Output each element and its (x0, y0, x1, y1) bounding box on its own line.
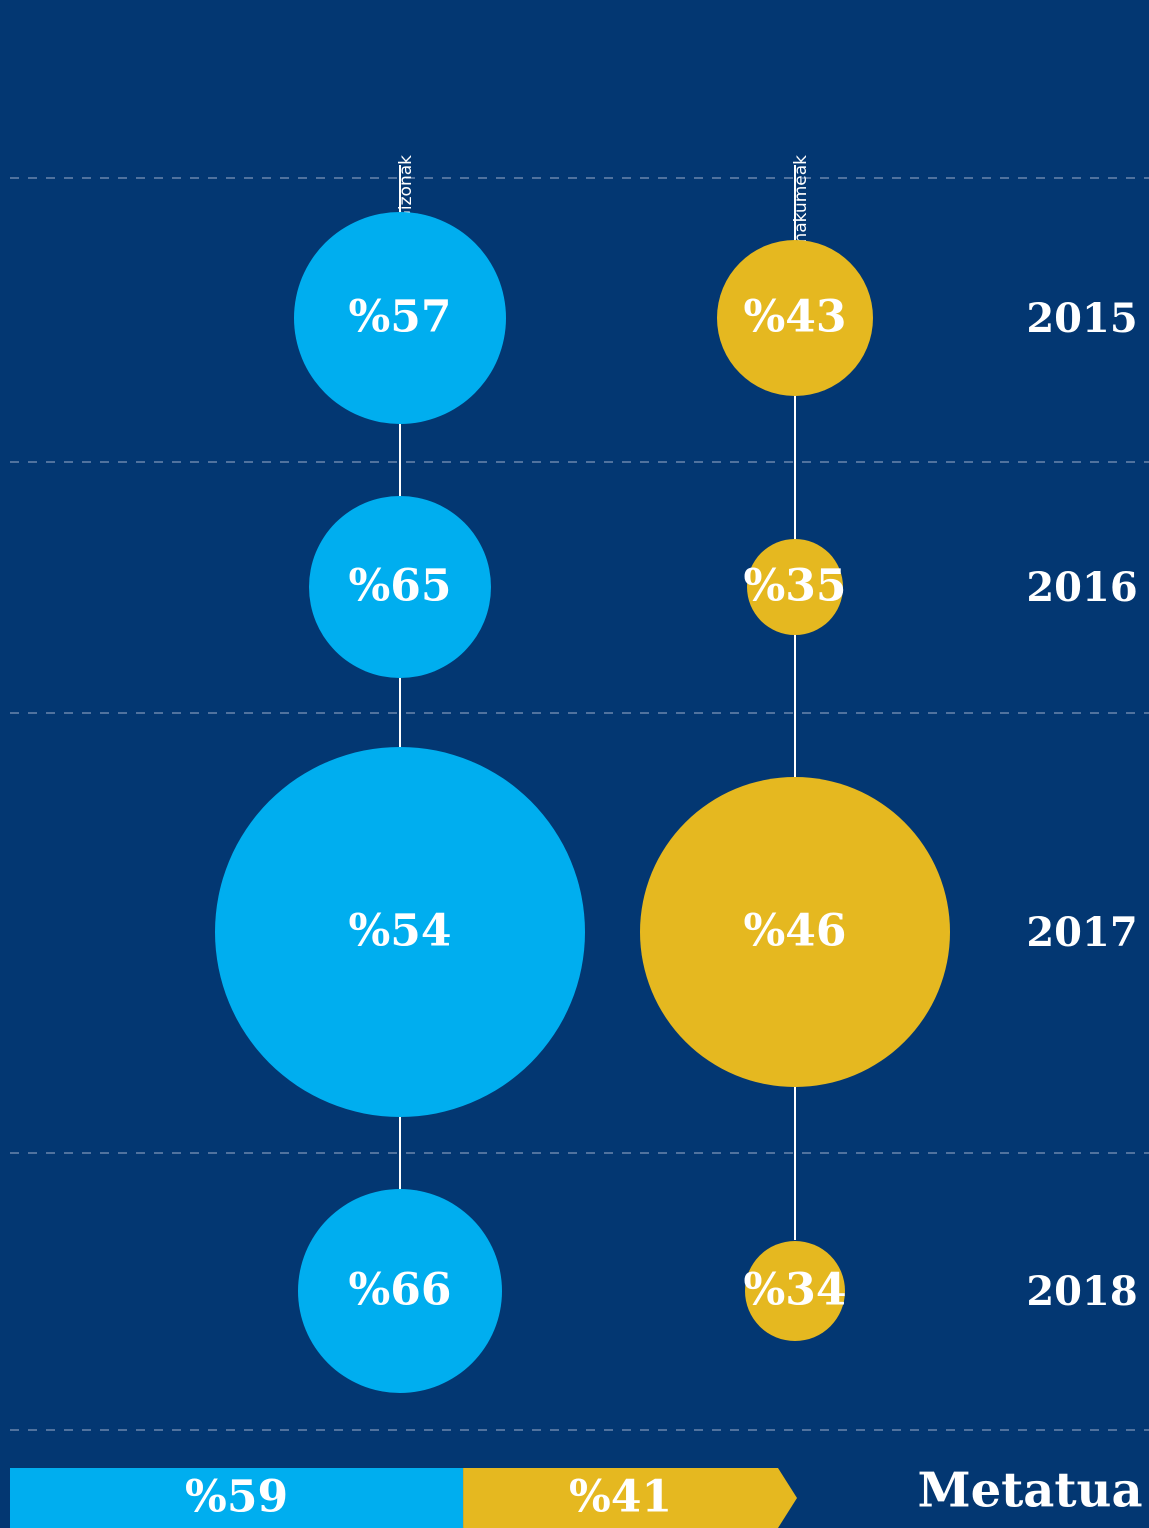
total-bar (10, 1468, 464, 1528)
total-label: Metatua (917, 1463, 1142, 1519)
value-label: %54 (348, 906, 451, 957)
value-label: %34 (743, 1265, 846, 1316)
bubble (747, 539, 843, 635)
series-label: Emakumeak (791, 155, 811, 260)
bubble (745, 1241, 845, 1341)
bubble (640, 777, 950, 1087)
year-label: 2018 (1026, 1268, 1137, 1315)
bubble (294, 212, 506, 424)
value-label: %57 (348, 292, 451, 343)
bubble (717, 240, 873, 396)
year-label: 2016 (1026, 564, 1137, 611)
value-label: %66 (348, 1265, 451, 1316)
year-label: 2017 (1026, 909, 1137, 956)
bubble (215, 747, 585, 1117)
bubble (298, 1189, 502, 1393)
value-label: %35 (743, 561, 846, 612)
value-label: %65 (348, 561, 451, 612)
bubble (309, 496, 491, 678)
value-label: %46 (743, 906, 846, 957)
series-label: Gizonak (396, 155, 416, 223)
total-bar (463, 1468, 797, 1528)
total-value-label: %59 (185, 1472, 288, 1523)
total-value-label: %41 (569, 1472, 672, 1523)
value-label: %43 (743, 292, 846, 343)
year-label: 2015 (1026, 295, 1137, 342)
